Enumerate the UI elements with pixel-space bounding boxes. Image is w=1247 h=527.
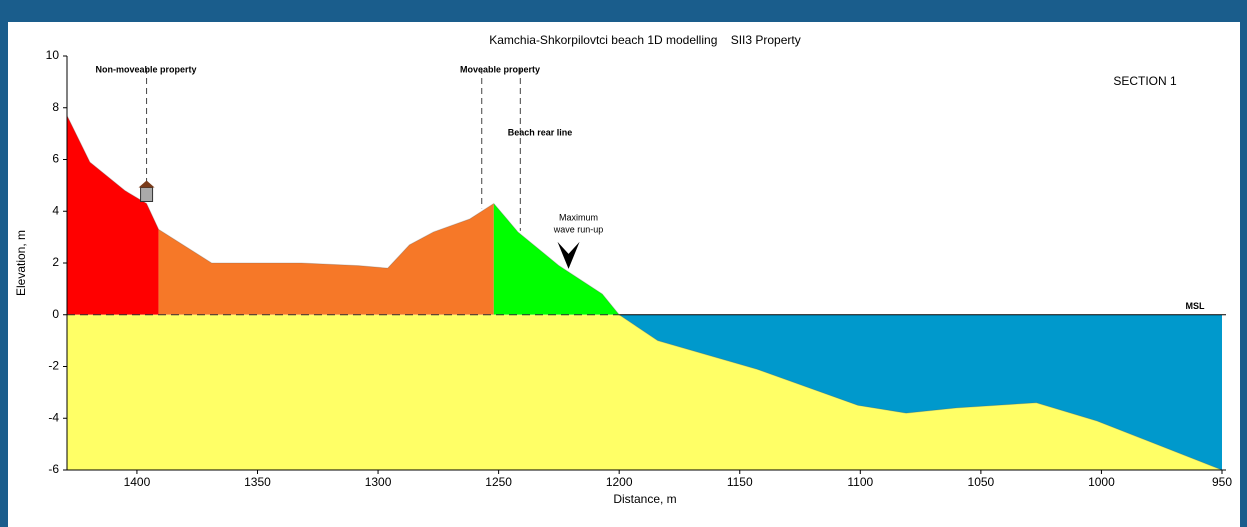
- x-tick-label: 1400: [124, 475, 151, 489]
- house: [141, 187, 153, 201]
- x-tick-label: 1150: [727, 475, 753, 489]
- marker-label: Moveable property: [460, 64, 540, 74]
- runup-label: Maximum: [559, 212, 598, 222]
- page: Kamchia-Shkorpilovtci beach 1D modelling…: [0, 0, 1247, 527]
- y-tick-label: 8: [52, 100, 59, 114]
- chart-title: Kamchia-Shkorpilovtci beach 1D modelling…: [489, 33, 800, 47]
- runup-label: wave run-up: [553, 224, 604, 234]
- x-tick-label: 1200: [606, 475, 633, 489]
- x-tick-label: 1350: [244, 475, 271, 489]
- x-axis-label: Distance, m: [613, 492, 676, 506]
- y-tick-label: 2: [52, 255, 59, 269]
- x-tick-label: 1300: [365, 475, 392, 489]
- y-tick-label: 10: [46, 48, 60, 62]
- y-tick-label: -2: [48, 359, 59, 373]
- y-tick-label: 6: [52, 152, 59, 166]
- y-axis-label: Elevation, m: [14, 230, 28, 296]
- x-tick-label: 1050: [968, 475, 995, 489]
- x-tick-label: 950: [1212, 475, 1232, 489]
- x-tick-label: 1100: [847, 475, 873, 489]
- marker-label: Beach rear line: [508, 127, 573, 137]
- y-tick-label: 0: [52, 307, 59, 321]
- y-tick-label: -4: [48, 410, 59, 424]
- msl-label: MSL: [1186, 301, 1206, 311]
- x-tick-label: 1000: [1088, 475, 1115, 489]
- x-tick-label: 1250: [485, 475, 512, 489]
- section-label: SECTION 1: [1113, 74, 1177, 88]
- chart: Kamchia-Shkorpilovtci beach 1D modelling…: [0, 0, 1247, 527]
- marker-label: Non-moveable property: [95, 64, 196, 74]
- y-tick-label: 4: [52, 203, 59, 217]
- y-tick-label: -6: [48, 462, 59, 476]
